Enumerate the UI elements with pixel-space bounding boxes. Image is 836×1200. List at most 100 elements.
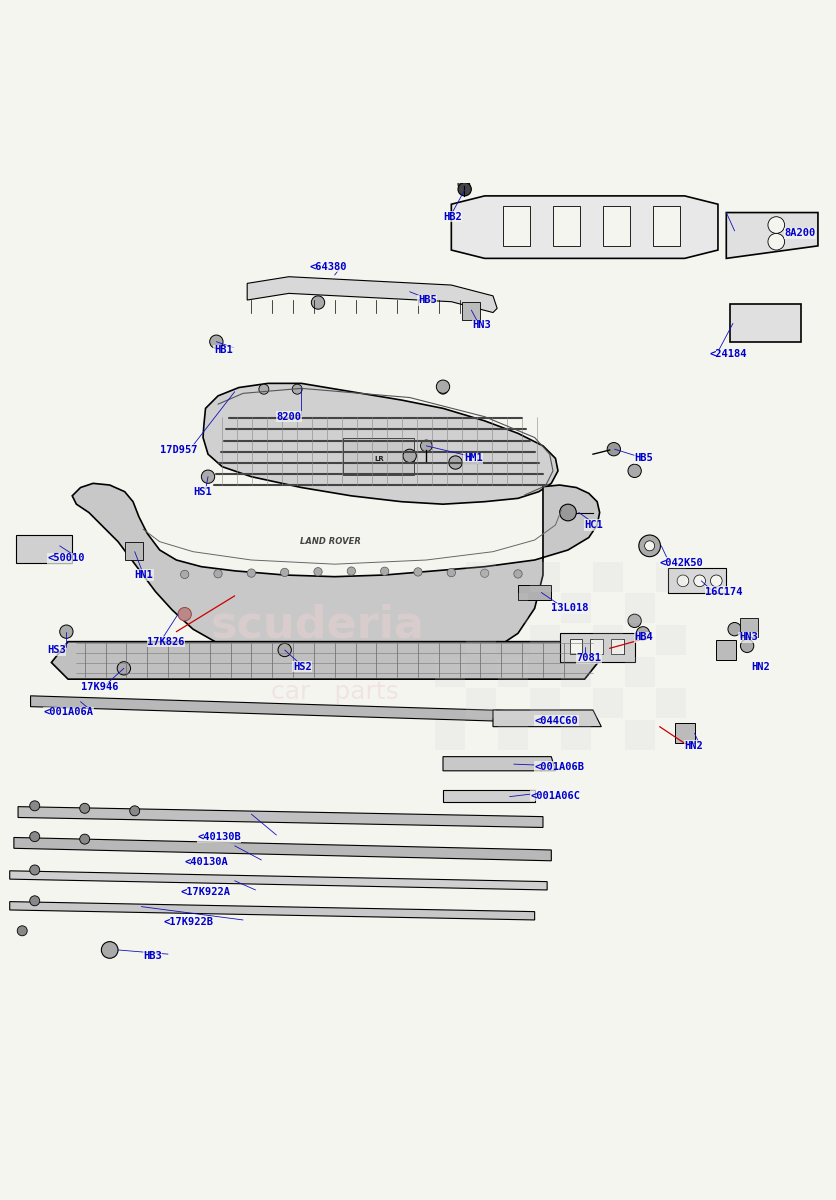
Text: 8A200: 8A200 <box>785 228 816 239</box>
Circle shape <box>181 570 189 578</box>
Circle shape <box>741 640 754 653</box>
Polygon shape <box>14 838 551 860</box>
Circle shape <box>259 384 269 394</box>
Bar <box>611 640 624 654</box>
Text: HS2: HS2 <box>293 661 312 672</box>
Bar <box>466 562 497 592</box>
Circle shape <box>481 569 489 577</box>
Circle shape <box>458 179 470 190</box>
Circle shape <box>768 233 785 250</box>
Text: <40130A: <40130A <box>185 858 228 868</box>
Circle shape <box>30 832 40 841</box>
Bar <box>603 206 630 246</box>
Text: <64380: <64380 <box>309 262 347 271</box>
Text: HN3: HN3 <box>472 320 491 330</box>
Bar <box>466 625 497 655</box>
Text: HN2: HN2 <box>752 661 770 672</box>
Bar <box>530 625 559 655</box>
Bar <box>624 720 655 750</box>
Bar <box>503 206 530 246</box>
Bar <box>561 656 591 686</box>
Text: 17K826: 17K826 <box>147 637 185 647</box>
Bar <box>498 656 528 686</box>
Text: HN1: HN1 <box>135 570 154 580</box>
Text: <001A06B: <001A06B <box>535 762 584 772</box>
Bar <box>462 301 481 320</box>
Bar <box>125 541 143 560</box>
Circle shape <box>380 568 389 576</box>
Circle shape <box>278 643 292 656</box>
Bar <box>435 593 465 623</box>
Circle shape <box>458 182 472 196</box>
Text: HB5: HB5 <box>418 295 436 305</box>
Text: HB4: HB4 <box>635 632 654 642</box>
Circle shape <box>79 803 89 814</box>
Polygon shape <box>72 484 599 668</box>
Polygon shape <box>31 696 568 724</box>
Text: HB2: HB2 <box>443 211 461 222</box>
Text: 16C174: 16C174 <box>706 587 743 596</box>
Polygon shape <box>203 383 558 504</box>
Polygon shape <box>10 871 547 890</box>
Text: 17K946: 17K946 <box>80 683 118 692</box>
Text: scuderia: scuderia <box>211 604 425 647</box>
Bar <box>498 593 528 623</box>
Circle shape <box>421 440 432 451</box>
Text: <50010: <50010 <box>47 553 84 563</box>
Circle shape <box>30 895 40 906</box>
Bar <box>740 618 758 637</box>
Bar <box>553 206 579 246</box>
Circle shape <box>347 566 355 575</box>
Circle shape <box>214 570 222 578</box>
Polygon shape <box>451 196 718 258</box>
Polygon shape <box>668 569 726 593</box>
Circle shape <box>30 865 40 875</box>
Circle shape <box>711 575 722 587</box>
Bar <box>593 562 623 592</box>
Text: HN2: HN2 <box>685 740 703 751</box>
Circle shape <box>639 535 660 557</box>
Circle shape <box>210 335 223 348</box>
Text: LAND ROVER: LAND ROVER <box>300 538 361 546</box>
Circle shape <box>449 456 462 469</box>
Bar <box>716 640 737 660</box>
Circle shape <box>645 541 655 551</box>
Circle shape <box>18 925 28 936</box>
Polygon shape <box>559 634 635 662</box>
Bar <box>435 720 465 750</box>
Circle shape <box>293 384 302 394</box>
Polygon shape <box>247 277 497 312</box>
Text: 13L018: 13L018 <box>551 604 589 613</box>
Bar <box>656 562 686 592</box>
Text: HS1: HS1 <box>193 487 212 497</box>
Polygon shape <box>51 642 601 679</box>
Text: HB1: HB1 <box>214 346 232 355</box>
Bar <box>593 625 623 655</box>
Circle shape <box>101 942 118 959</box>
Bar <box>590 640 603 654</box>
Circle shape <box>694 575 706 587</box>
Text: <001A06A: <001A06A <box>43 708 93 718</box>
Circle shape <box>30 800 40 811</box>
Bar <box>656 625 686 655</box>
Polygon shape <box>18 806 543 828</box>
Text: 17D957: 17D957 <box>160 445 197 455</box>
Bar <box>530 689 559 719</box>
Text: HC1: HC1 <box>584 520 604 530</box>
Bar <box>593 689 623 719</box>
Circle shape <box>768 217 785 233</box>
Bar <box>624 656 655 686</box>
Circle shape <box>607 443 620 456</box>
Text: car   parts: car parts <box>271 679 399 703</box>
Text: HB5: HB5 <box>635 454 654 463</box>
Circle shape <box>636 626 650 640</box>
Circle shape <box>247 569 256 577</box>
Text: HB3: HB3 <box>143 950 162 961</box>
Bar <box>466 689 497 719</box>
Circle shape <box>677 575 689 587</box>
Text: <001A06C: <001A06C <box>531 791 580 800</box>
Circle shape <box>201 470 215 484</box>
Bar <box>675 724 695 743</box>
Text: LR: LR <box>374 456 384 462</box>
Bar <box>656 689 686 719</box>
